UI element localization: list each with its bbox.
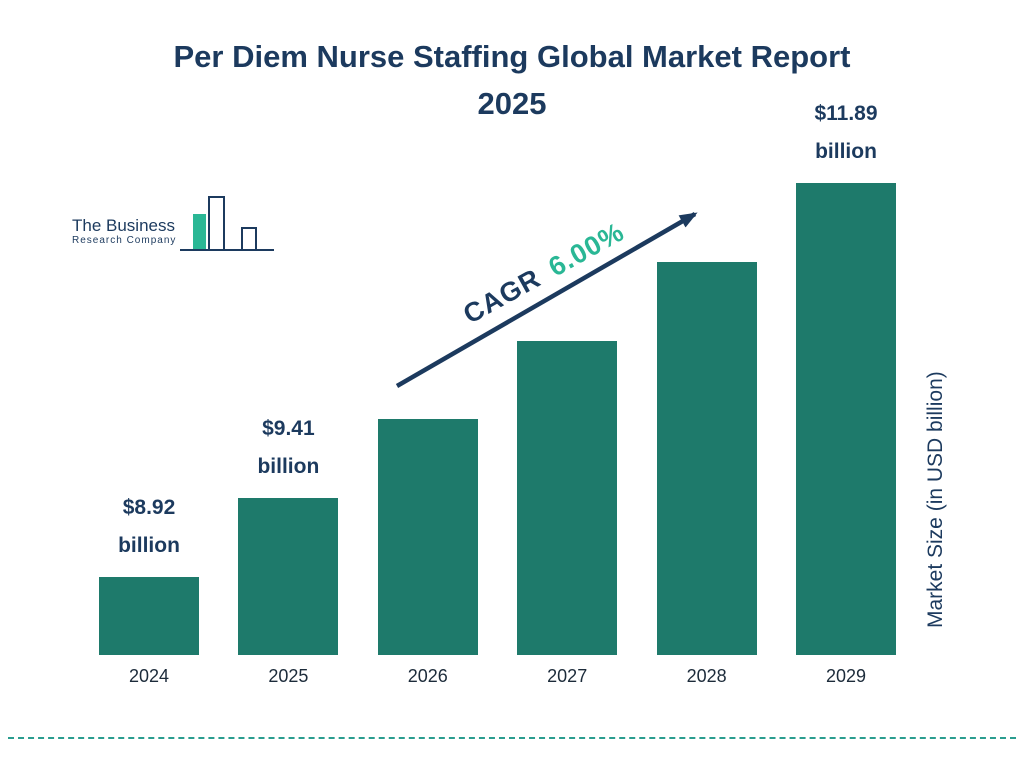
value-unit: billion [118,534,180,557]
value-amount: $9.41 [262,417,315,441]
value-unit: billion [815,140,877,163]
logo-chart-icon [180,194,276,261]
title-line-1: Per Diem Nurse Staffing Global Market Re… [173,39,851,74]
company-logo: The Business Research Company [72,194,276,261]
cagr-value: 6.00% [543,216,630,283]
x-axis-label-2028: 2028 [686,666,727,686]
value-amount: $8.92 [122,496,176,519]
value-label-2029: $11.89 billion [766,95,926,171]
logo-name: The Business [72,216,175,235]
logo-text: The Business Research Company [72,217,176,261]
value-label-2024: $8.92 billion [69,489,229,565]
x-axis-label-2025: 2025 [268,666,309,686]
bar-2026 [377,419,478,655]
value-amount: $11.89 [814,102,878,125]
x-axis-label-2024: 2024 [128,666,170,686]
y-axis-title: Market Size (in USD billion) [924,371,947,629]
x-axis-label-2027: 2027 [547,666,588,686]
bottom-dashed-divider [8,737,1016,739]
value-label-2025: $9.41 billion [208,410,368,486]
bar-2024 [99,577,199,655]
bar-2025 [238,498,339,655]
cagr-annotation: CAGR6.00% [423,197,665,350]
page-title: Per Diem Nurse Staffing Global Market Re… [0,34,1024,127]
cagr-label: CAGR [458,262,546,330]
bar-2029 [796,183,896,655]
logo-subname: Research Company [72,235,177,246]
value-unit: billion [257,455,320,479]
x-axis-label-2029: 2029 [825,666,867,686]
title-line-2: 2025 [477,85,547,121]
bar-2027 [517,340,618,655]
x-axis-label-2026: 2026 [407,666,448,686]
bar-2028 [656,261,757,655]
